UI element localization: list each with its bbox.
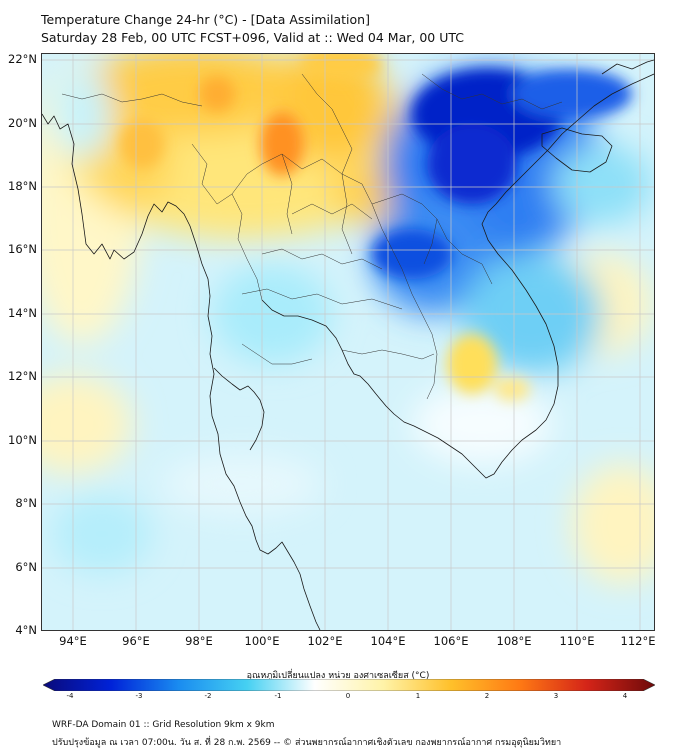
map-subtitle: Saturday 28 Feb, 00 UTC FCST+096, Valid … <box>41 30 464 45</box>
lat-label: 16°N <box>8 242 37 256</box>
lat-label: 10°N <box>8 433 37 447</box>
colorbar-tick: 4 <box>622 692 628 700</box>
colorbar-tick: -3 <box>135 692 143 700</box>
lat-label: 14°N <box>8 306 37 320</box>
lat-label: 18°N <box>8 179 37 193</box>
graticule <box>42 54 654 630</box>
lat-label: 20°N <box>8 116 37 130</box>
map-panel[interactable] <box>41 53 655 631</box>
lon-label: 108°E <box>496 634 532 648</box>
colorbar-tick: 2 <box>484 692 490 700</box>
lon-label: 106°E <box>433 634 469 648</box>
lat-label: 8°N <box>15 496 37 510</box>
footer-model-info: WRF-DA Domain 01 :: Grid Resolution 9km … <box>52 720 275 730</box>
lon-label: 104°E <box>370 634 406 648</box>
lon-label: 94°E <box>59 634 87 648</box>
map-field <box>42 54 654 630</box>
temperature-field-detail <box>120 54 632 401</box>
lon-label: 102°E <box>307 634 343 648</box>
lat-label: 6°N <box>15 560 37 574</box>
colorbar-tick: -2 <box>204 692 212 700</box>
lon-label: 112°E <box>620 634 656 648</box>
lon-label: 100°E <box>244 634 280 648</box>
coastlines <box>42 59 654 630</box>
colorbar-tick: -1 <box>274 692 282 700</box>
lon-label: 110°E <box>559 634 595 648</box>
colorbar-tick: 3 <box>553 692 559 700</box>
lon-label: 96°E <box>122 634 150 648</box>
lat-label: 12°N <box>8 369 37 383</box>
lat-label: 22°N <box>8 52 37 66</box>
lat-label: 4°N <box>15 623 37 637</box>
footer-credit: ปรับปรุงข้อมูล ณ เวลา 07:00น. วัน ส. ที่… <box>52 738 562 748</box>
colorbar-label: อุณหภูมิเปลี่ยนแปลง หน่วย องศาเซลเซียส (… <box>246 671 430 681</box>
lon-label: 98°E <box>185 634 213 648</box>
colorbar <box>43 679 655 691</box>
colorbar-bar <box>43 679 655 691</box>
colorbar-tick: 1 <box>415 692 421 700</box>
map-title: Temperature Change 24-hr (°C) - [Data As… <box>41 12 370 27</box>
colorbar-tick: 0 <box>345 692 351 700</box>
admin-boundaries <box>61 73 563 400</box>
colorbar-tick: -4 <box>66 692 74 700</box>
